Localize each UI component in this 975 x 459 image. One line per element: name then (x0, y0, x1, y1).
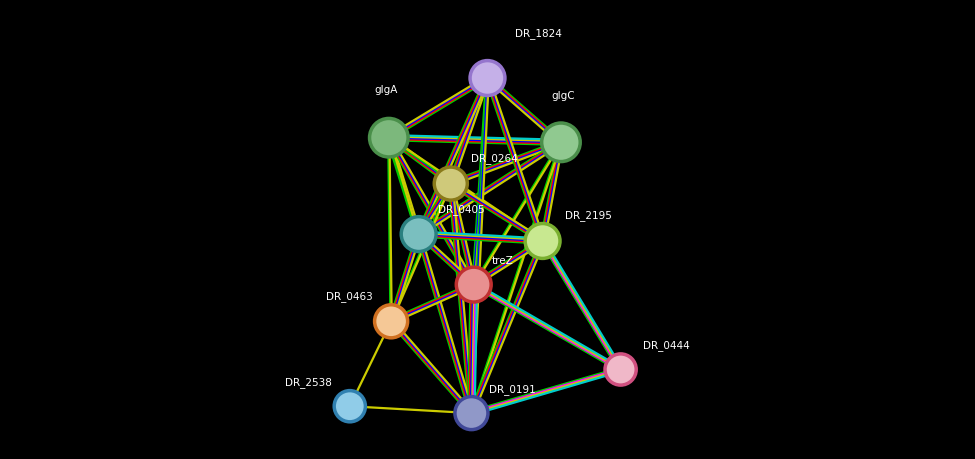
Text: glgA: glgA (374, 85, 398, 95)
Text: DR_0191: DR_0191 (488, 384, 535, 395)
Circle shape (526, 224, 560, 258)
Circle shape (455, 397, 488, 430)
Text: glgC: glgC (552, 91, 575, 101)
Circle shape (370, 118, 409, 157)
Text: DR_2538: DR_2538 (286, 377, 332, 388)
Circle shape (374, 305, 408, 338)
Circle shape (456, 267, 491, 302)
Circle shape (401, 217, 436, 252)
Text: DR_2195: DR_2195 (565, 210, 611, 221)
Text: DR_0264: DR_0264 (472, 153, 518, 164)
Circle shape (434, 167, 467, 200)
Text: DR_0444: DR_0444 (643, 340, 689, 351)
Text: treZ: treZ (492, 256, 514, 266)
Text: DR_0463: DR_0463 (326, 291, 372, 302)
Text: DR_1824: DR_1824 (515, 28, 562, 39)
Circle shape (605, 354, 637, 385)
Circle shape (334, 391, 366, 422)
Circle shape (470, 61, 505, 95)
Text: DR_0405: DR_0405 (438, 204, 485, 215)
Circle shape (542, 123, 580, 162)
